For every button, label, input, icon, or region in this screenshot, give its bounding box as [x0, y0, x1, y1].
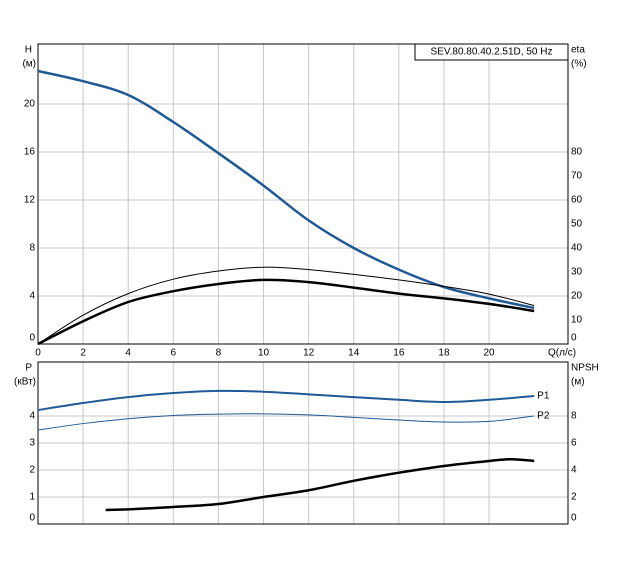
- y-tick-label: 8: [29, 243, 35, 254]
- y2-tick-label: 80: [571, 147, 583, 158]
- y-tick-label: 4: [29, 411, 35, 422]
- y2-tick-label: 2: [571, 492, 577, 503]
- y2-tick-label: 6: [571, 438, 577, 449]
- plot-border: [37, 43, 569, 345]
- series-label: P2: [537, 411, 550, 422]
- y2-tick-label: 40: [571, 243, 583, 254]
- y2-axis-unit: (м): [571, 377, 585, 388]
- y-tick-label: 12: [24, 195, 36, 206]
- series-line: [37, 69, 535, 310]
- series-line: [37, 413, 535, 431]
- y2-tick-label: 60: [571, 195, 583, 206]
- x-tick-label: 4: [125, 348, 131, 359]
- y2-tick-label: 50: [571, 219, 583, 230]
- y-axis-unit: (м): [22, 59, 36, 70]
- y2-tick-label: 10: [571, 315, 583, 326]
- y2-axis-label: eta: [571, 45, 585, 56]
- series-line: [37, 278, 535, 346]
- y-tick-label: 3: [29, 438, 35, 449]
- x-tick-label: 6: [171, 348, 177, 359]
- x-tick-label: 20: [484, 348, 496, 359]
- y2-tick-label: 0: [571, 333, 577, 344]
- series-line: [37, 266, 535, 345]
- y2-tick-label: 0: [571, 513, 577, 524]
- x-tick-label: 0: [35, 348, 41, 359]
- title-box: [414, 43, 569, 61]
- x-axis-label: Q(л/с): [548, 348, 576, 359]
- y-tick-label: 0: [29, 333, 35, 344]
- y2-axis-label: NPSH: [571, 363, 599, 374]
- y2-tick-label: 20: [571, 291, 583, 302]
- y-tick-label: 4: [29, 291, 35, 302]
- y-tick-label: 16: [24, 147, 36, 158]
- x-tick-label: 8: [216, 348, 222, 359]
- y-tick-label: 2: [29, 465, 35, 476]
- y2-tick-label: 8: [571, 411, 577, 422]
- x-tick-label: 18: [438, 348, 450, 359]
- y-tick-label: 0: [29, 513, 35, 524]
- x-tick-label: 2: [80, 348, 86, 359]
- y-axis-unit: (кВт): [14, 377, 36, 388]
- series-line: [105, 457, 535, 512]
- y2-tick-label: 70: [571, 171, 583, 182]
- series-label: P1: [537, 391, 550, 402]
- x-tick-label: 12: [303, 348, 315, 359]
- chart-title: SEV.80.80.40.2.51D, 50 Hz: [431, 47, 553, 58]
- x-tick-label: 16: [393, 348, 405, 359]
- y-axis-label: P: [25, 363, 32, 374]
- y-axis-label: H: [25, 45, 32, 56]
- series-line: [37, 389, 535, 412]
- plot-border: [37, 361, 569, 525]
- x-tick-label: 14: [348, 348, 360, 359]
- y2-axis-unit: (%): [571, 59, 587, 70]
- x-tick-label: 10: [258, 348, 270, 359]
- y-tick-label: 1: [29, 492, 35, 503]
- y2-tick-label: 4: [571, 465, 577, 476]
- y2-tick-label: 30: [571, 267, 583, 278]
- y-tick-label: 20: [24, 99, 36, 110]
